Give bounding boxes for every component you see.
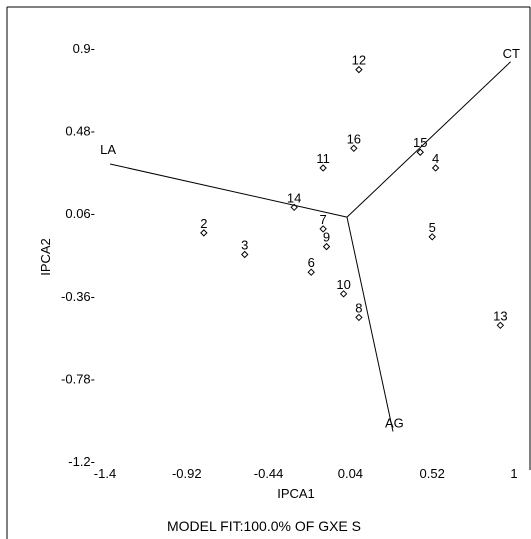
y-tick-label: -0.36-	[61, 289, 95, 304]
genotype-label: 4	[432, 151, 439, 166]
environment-label: CT	[503, 46, 520, 61]
genotype-points: 2 3 4 5 6 7 8 9 10 11 12 13 14 15 16	[200, 53, 508, 330]
x-tick-label: -0.92	[172, 466, 202, 481]
genotype-label: 9	[323, 230, 330, 245]
genotype-marker	[307, 268, 315, 276]
environment-vector-line	[346, 217, 394, 432]
environment-label: AG	[385, 416, 404, 431]
x-tick-label: -0.44	[254, 466, 284, 481]
x-tick-label: 0.52	[420, 466, 445, 481]
model-fit-caption: MODEL FIT:100.0% OF GXE S	[167, 518, 361, 534]
environment-label: LA	[100, 142, 116, 157]
y-tick-label: 0.06-	[65, 206, 95, 221]
genotype-marker	[431, 164, 440, 172]
genotype-marker	[339, 290, 348, 298]
genotype-marker	[416, 148, 424, 156]
genotype-marker	[290, 203, 298, 212]
genotype-label: 8	[355, 300, 362, 315]
y-tick-label: 0.48-	[65, 124, 95, 139]
genotype-label: 11	[316, 151, 330, 166]
genotype-label: 16	[347, 131, 361, 146]
y-axis-ticks: 0.9- 0.48- 0.06- -0.36- -0.78- -1.2-	[61, 41, 95, 469]
genotype-label: 15	[413, 135, 427, 150]
genotype-label: 13	[493, 308, 507, 323]
genotype-marker	[200, 229, 208, 237]
genotype-label: 12	[352, 53, 366, 68]
genotype-label: 5	[429, 220, 436, 235]
genotype-marker	[428, 233, 436, 241]
x-axis-ticks: -1.4 -0.92 -0.44 0.04 0.52 1	[94, 466, 518, 481]
genotype-marker	[350, 144, 358, 153]
genotype-marker	[355, 65, 363, 74]
genotype-marker	[319, 225, 327, 233]
genotype-marker	[496, 321, 505, 330]
y-tick-label: 0.9-	[73, 41, 95, 56]
genotype-label: 14	[287, 190, 301, 205]
y-tick-label: -0.78-	[61, 371, 95, 386]
genotype-marker	[319, 164, 327, 172]
genotype-marker	[322, 242, 331, 251]
genotype-label: 6	[308, 255, 315, 270]
environment-vectors: LA CT AG	[100, 46, 520, 432]
genotype-label: 7	[320, 212, 327, 227]
genotype-marker	[355, 313, 363, 322]
genotype-label: 3	[241, 238, 248, 253]
genotype-label: 2	[200, 216, 207, 231]
y-axis-label: IPCA2	[38, 238, 53, 276]
x-axis-label: IPCA1	[277, 486, 315, 501]
y-tick-label: -1.2-	[68, 454, 95, 469]
x-tick-label: -1.4	[94, 466, 116, 481]
x-tick-label: 0.04	[338, 466, 363, 481]
genotype-label: 10	[336, 277, 350, 292]
genotype-marker	[241, 250, 249, 259]
x-tick-label: 1	[510, 466, 517, 481]
environment-vector-line	[110, 163, 348, 218]
environment-vector-line	[346, 61, 511, 218]
